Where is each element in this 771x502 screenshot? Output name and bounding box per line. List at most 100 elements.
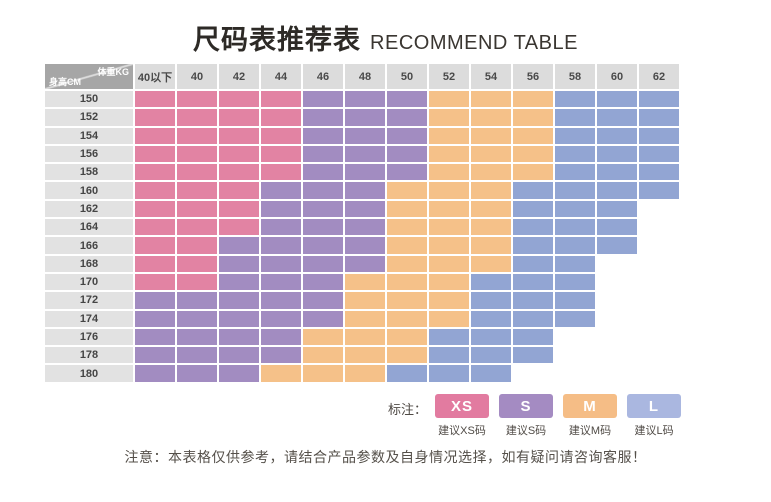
size-cell-l bbox=[555, 127, 595, 144]
size-cell-m bbox=[429, 237, 469, 254]
size-cell-l bbox=[555, 91, 595, 108]
size-cell-m bbox=[429, 127, 469, 144]
size-cell-m bbox=[261, 365, 301, 382]
size-cell-s bbox=[261, 200, 301, 218]
size-cell-s bbox=[177, 328, 217, 346]
column-header-weight-44: 44 bbox=[261, 64, 301, 89]
size-cell-xs bbox=[135, 219, 175, 236]
size-recommendation-table: 体重KG 身高CM 40以下 40 42 44 46 48 50 52 54 56 58 60 62 150 1… bbox=[45, 64, 679, 382]
row-header-height-180: 180 bbox=[45, 365, 133, 382]
size-cell-s bbox=[387, 91, 427, 108]
size-cell-xs bbox=[135, 255, 175, 272]
size-cell-xs bbox=[219, 91, 259, 108]
row-header-height-178: 178 bbox=[45, 347, 133, 364]
size-cell-xs bbox=[261, 164, 301, 181]
size-cell-s bbox=[303, 273, 343, 291]
size-cell-m bbox=[345, 292, 385, 309]
column-header-weight-48: 48 bbox=[345, 64, 385, 89]
size-cell-s bbox=[219, 365, 259, 382]
size-cell-m bbox=[345, 328, 385, 346]
size-cell-m bbox=[345, 273, 385, 291]
size-cell-s bbox=[303, 219, 343, 236]
size-cell-s bbox=[345, 200, 385, 218]
size-cell-m bbox=[513, 91, 553, 108]
size-cell-xs bbox=[261, 109, 301, 126]
size-cell-empty bbox=[555, 329, 595, 345]
size-cell-xs bbox=[219, 109, 259, 126]
legend-item-s: S 建议S码 bbox=[499, 394, 554, 438]
size-cell-l bbox=[555, 164, 595, 181]
column-header-weight-40以下: 40以下 bbox=[135, 64, 175, 89]
size-cell-s bbox=[303, 237, 343, 254]
size-cell-l bbox=[429, 328, 469, 346]
size-cell-l bbox=[471, 365, 511, 382]
size-cell-xs bbox=[261, 145, 301, 163]
size-cell-m bbox=[387, 237, 427, 254]
size-cell-l bbox=[471, 292, 511, 309]
size-cell-xs bbox=[135, 273, 175, 291]
size-cell-l bbox=[597, 127, 637, 144]
size-cell-l bbox=[513, 255, 553, 272]
size-cell-s bbox=[135, 292, 175, 309]
size-cell-l bbox=[471, 328, 511, 346]
size-cell-s bbox=[177, 310, 217, 327]
size-cell-s bbox=[219, 310, 259, 327]
size-cell-s bbox=[345, 109, 385, 126]
size-cell-l bbox=[555, 200, 595, 218]
column-header-weight-40: 40 bbox=[177, 64, 217, 89]
size-cell-m bbox=[429, 164, 469, 181]
size-cell-l bbox=[513, 310, 553, 327]
size-cell-m bbox=[387, 328, 427, 346]
size-cell-empty bbox=[639, 329, 679, 345]
legend-item-xs: XS 建议XS码 bbox=[435, 394, 490, 438]
size-cell-xs bbox=[177, 164, 217, 181]
row-header-height-166: 166 bbox=[45, 237, 133, 254]
size-cell-l bbox=[639, 182, 679, 199]
row-header-height-154: 154 bbox=[45, 127, 133, 144]
size-cell-m bbox=[387, 310, 427, 327]
size-cell-l bbox=[513, 200, 553, 218]
size-cell-l bbox=[555, 237, 595, 254]
legend-swatch: L bbox=[627, 394, 682, 418]
size-cell-l bbox=[639, 145, 679, 163]
size-cell-l bbox=[639, 164, 679, 181]
size-cell-l bbox=[429, 347, 469, 364]
size-cell-s bbox=[303, 127, 343, 144]
size-cell-m bbox=[471, 145, 511, 163]
size-cell-empty bbox=[597, 311, 637, 327]
size-cell-empty bbox=[597, 329, 637, 345]
legend-swatch: XS bbox=[435, 394, 490, 418]
size-cell-xs bbox=[135, 127, 175, 144]
size-cell-m bbox=[387, 292, 427, 309]
size-cell-l bbox=[513, 273, 553, 291]
size-cell-l bbox=[597, 237, 637, 254]
size-cell-s bbox=[219, 237, 259, 254]
legend-caption: 建议S码 bbox=[505, 425, 547, 437]
size-cell-s bbox=[387, 127, 427, 144]
size-cell-empty bbox=[639, 292, 679, 308]
size-cell-xs bbox=[177, 145, 217, 163]
title-english: RECOMMEND TABLE bbox=[370, 32, 578, 54]
size-cell-empty bbox=[597, 274, 637, 290]
size-cell-s bbox=[261, 347, 301, 364]
size-cell-m bbox=[513, 127, 553, 144]
row-header-height-164: 164 bbox=[45, 219, 133, 236]
column-header-weight-56: 56 bbox=[513, 64, 553, 89]
size-cell-xs bbox=[219, 127, 259, 144]
size-cell-l bbox=[639, 127, 679, 144]
size-cell-xs bbox=[135, 145, 175, 163]
size-cell-empty bbox=[639, 311, 679, 327]
corner-header-cell: 体重KG 身高CM bbox=[45, 64, 133, 89]
size-cell-m bbox=[429, 255, 469, 272]
legend-caption: 建议XS码 bbox=[438, 425, 486, 437]
row-header-height-176: 176 bbox=[45, 328, 133, 346]
size-cell-m bbox=[513, 145, 553, 163]
size-cell-s bbox=[135, 365, 175, 382]
row-header-height-152: 152 bbox=[45, 109, 133, 126]
size-cell-s bbox=[261, 273, 301, 291]
size-cell-xs bbox=[219, 182, 259, 199]
size-cell-xs bbox=[177, 91, 217, 108]
size-cell-s bbox=[303, 255, 343, 272]
size-cell-m bbox=[429, 292, 469, 309]
size-cell-m bbox=[429, 109, 469, 126]
